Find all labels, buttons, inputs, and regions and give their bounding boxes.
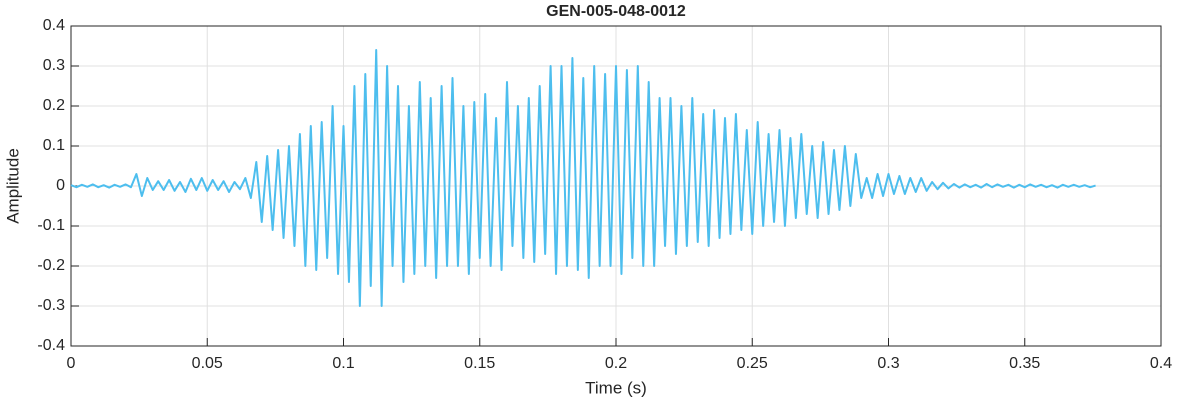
x-tick-label: 0.2 (605, 355, 627, 372)
x-tick-label: 0.4 (1150, 355, 1172, 372)
y-tick-label: -0.4 (37, 337, 65, 354)
y-axis-label: Amplitude (3, 148, 22, 224)
chart-title: GEN-005-048-0012 (546, 3, 686, 20)
x-tick-label: 0.25 (737, 355, 768, 372)
y-tick-label: -0.3 (37, 297, 65, 314)
y-tick-label: -0.1 (37, 217, 65, 234)
x-tick-label: 0 (67, 355, 76, 372)
x-tick-label: 0.05 (192, 355, 223, 372)
x-axis-label: Time (s) (585, 378, 647, 397)
y-tick-label: 0.3 (43, 57, 65, 74)
y-tick-label: -0.2 (37, 257, 65, 274)
waveform-line (70, 49, 1096, 307)
y-tick-label: 0.2 (43, 97, 65, 114)
y-tick-label: 0 (56, 177, 65, 194)
x-tick-label: 0.3 (877, 355, 899, 372)
x-tick-label: 0.35 (1009, 355, 1040, 372)
x-tick-label: 0.15 (464, 355, 495, 372)
y-tick-label: 0.1 (43, 137, 65, 154)
x-tick-label: 0.1 (332, 355, 354, 372)
y-tick-label: 0.4 (43, 17, 65, 34)
